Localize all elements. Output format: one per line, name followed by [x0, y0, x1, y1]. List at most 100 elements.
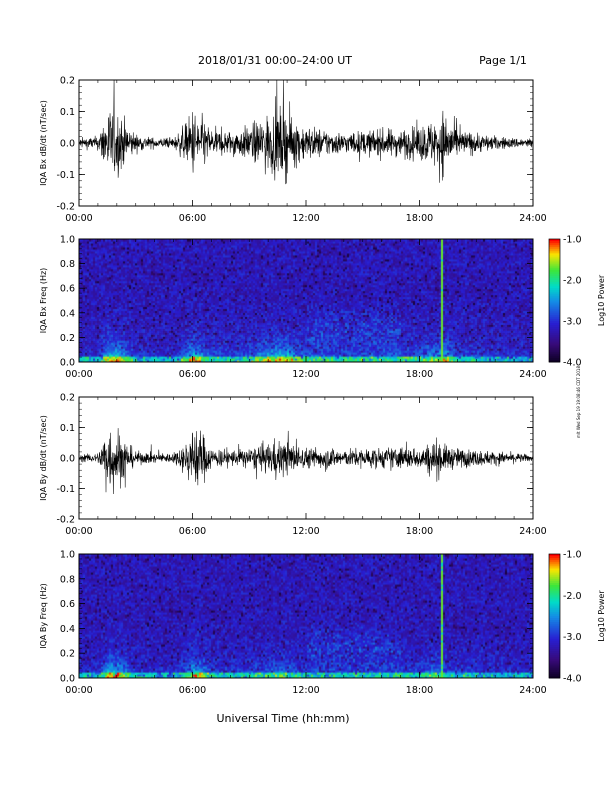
x-tick-label: 00:00 [65, 526, 92, 537]
colorbar-swatch [549, 673, 560, 677]
colorbar-swatch [549, 649, 560, 652]
colorbar-swatch [549, 314, 560, 318]
colorbar-swatch [549, 255, 560, 258]
colorbar-swatch [549, 286, 560, 289]
colorbar-tick-label: -4.0 [563, 674, 582, 685]
colorbar-swatch [549, 316, 560, 320]
x-tick-label: 12:00 [292, 526, 319, 537]
colorbar-swatch [549, 630, 560, 634]
colorbar-label: Log10 Power [597, 590, 606, 642]
colorbar-swatch [549, 653, 560, 656]
colorbar-swatch [549, 349, 560, 353]
x-tick-label: 00:00 [65, 369, 92, 380]
colorbar-swatch [549, 333, 560, 336]
colorbar-swatch [549, 327, 560, 330]
y-tick-label: -0.2 [56, 515, 75, 526]
colorbar-swatch [549, 294, 560, 297]
colorbar-swatch [549, 277, 560, 281]
colorbar-swatch [549, 298, 560, 301]
colorbar-swatch [549, 591, 560, 594]
y-tick-label: 0.2 [60, 649, 75, 660]
y-tick-label: 0.1 [60, 423, 75, 434]
colorbar-swatch [549, 642, 560, 646]
colorbar-swatch [549, 628, 560, 631]
colorbar-swatch [549, 597, 560, 600]
colorbar-swatch [549, 359, 560, 363]
colorbar-swatch [549, 267, 560, 271]
y-tick-label: 1.0 [60, 235, 75, 246]
y-tick-label: 0.4 [60, 624, 75, 635]
colorbar-swatch [549, 580, 560, 584]
colorbar-swatch [549, 560, 560, 563]
spectrogram-canvas [79, 239, 533, 362]
panels: 00:00 06:00 12:00 18:00 24:00 -0.2 -0.1 0.0 0.1 0… [39, 76, 606, 697]
colorbar-swatch [549, 570, 560, 574]
x-tick-label: 00:00 [65, 213, 92, 224]
y-tick-label: 0.8 [60, 574, 75, 585]
colorbar-swatch [549, 607, 560, 611]
y-tick-label: 0.0 [60, 454, 75, 465]
colorbar-swatch [549, 253, 560, 256]
y-axis-label: IQA By Freq (Hz) [39, 583, 48, 649]
colorbar-tick-label: -3.0 [563, 632, 582, 643]
colorbar-swatch [549, 337, 560, 340]
colorbar-swatch [549, 613, 560, 617]
colorbar-frame [548, 238, 561, 363]
colorbar-swatch [549, 587, 560, 590]
colorbar-swatch [549, 601, 560, 605]
colorbar-swatch [549, 665, 560, 669]
colorbar-swatch [549, 259, 560, 263]
colorbar-swatch [549, 331, 560, 334]
panel-1-axes: 00:00 06:00 12:00 18:00 24:00 -0.2 -0.1 0.0 0.1 0… [39, 76, 547, 225]
colorbar-frame [548, 553, 561, 679]
colorbar-swatch [549, 659, 560, 662]
colorbar-swatch [549, 622, 560, 625]
colorbar-swatch [549, 290, 560, 293]
colorbar-swatch [549, 275, 560, 279]
colorbar-swatch [549, 247, 560, 250]
colorbar-tick-label: -3.0 [563, 317, 582, 328]
colorbar-swatch [549, 647, 560, 650]
colorbar-swatch [549, 589, 560, 592]
y-axis-label: IQA Bx dB/dt (nT/sec) [39, 100, 48, 186]
x-tick-label: 24:00 [519, 526, 546, 537]
colorbar-swatch [549, 624, 560, 627]
colorbar-swatch [549, 675, 560, 679]
colorbar-swatch [549, 288, 560, 291]
colorbar-swatch [549, 667, 560, 671]
page-number: Page 1/1 [479, 54, 527, 67]
spectrogram-image [79, 239, 533, 362]
colorbar-swatch [549, 308, 560, 312]
colorbar-swatch [549, 341, 560, 345]
panel-2-axes: 00:00 06:00 12:00 18:00 24:00 0.0 0.2 0.4 0.6 0.8… [39, 235, 547, 381]
y-axis-label: IQA Bx Freq (Hz) [39, 268, 48, 334]
colorbar-swatch [549, 318, 560, 322]
colorbar-swatch [549, 634, 560, 638]
x-tick-label: 12:00 [292, 369, 319, 380]
colorbar-swatch [549, 300, 560, 304]
y-tick-label: 0.8 [60, 259, 75, 270]
colorbar-swatch [549, 239, 560, 242]
waveform-series [79, 428, 533, 495]
colorbar-swatch [549, 323, 560, 326]
x-tick-label: 18:00 [406, 685, 433, 696]
colorbar-swatch [549, 618, 560, 621]
y-tick-label: 0.4 [60, 308, 75, 319]
x-tick-label: 24:00 [519, 369, 546, 380]
y-tick-label: 0.1 [60, 107, 75, 118]
colorbar-swatch [549, 357, 560, 361]
x-tick-label: 00:00 [65, 685, 92, 696]
colorbar-swatch [549, 599, 560, 603]
colorbar-swatch [549, 280, 560, 283]
colorbar-swatch [549, 343, 560, 347]
colorbar-tick-label: -1.0 [563, 550, 582, 561]
colorbar-swatch [549, 329, 560, 332]
colorbar-swatch [549, 347, 560, 351]
colorbar-swatch [549, 638, 560, 642]
colorbar-swatch [549, 605, 560, 609]
colorbar-swatch [549, 636, 560, 640]
plot-frame [78, 79, 534, 207]
colorbar-swatch [549, 655, 560, 658]
colorbar-swatch [549, 578, 560, 582]
